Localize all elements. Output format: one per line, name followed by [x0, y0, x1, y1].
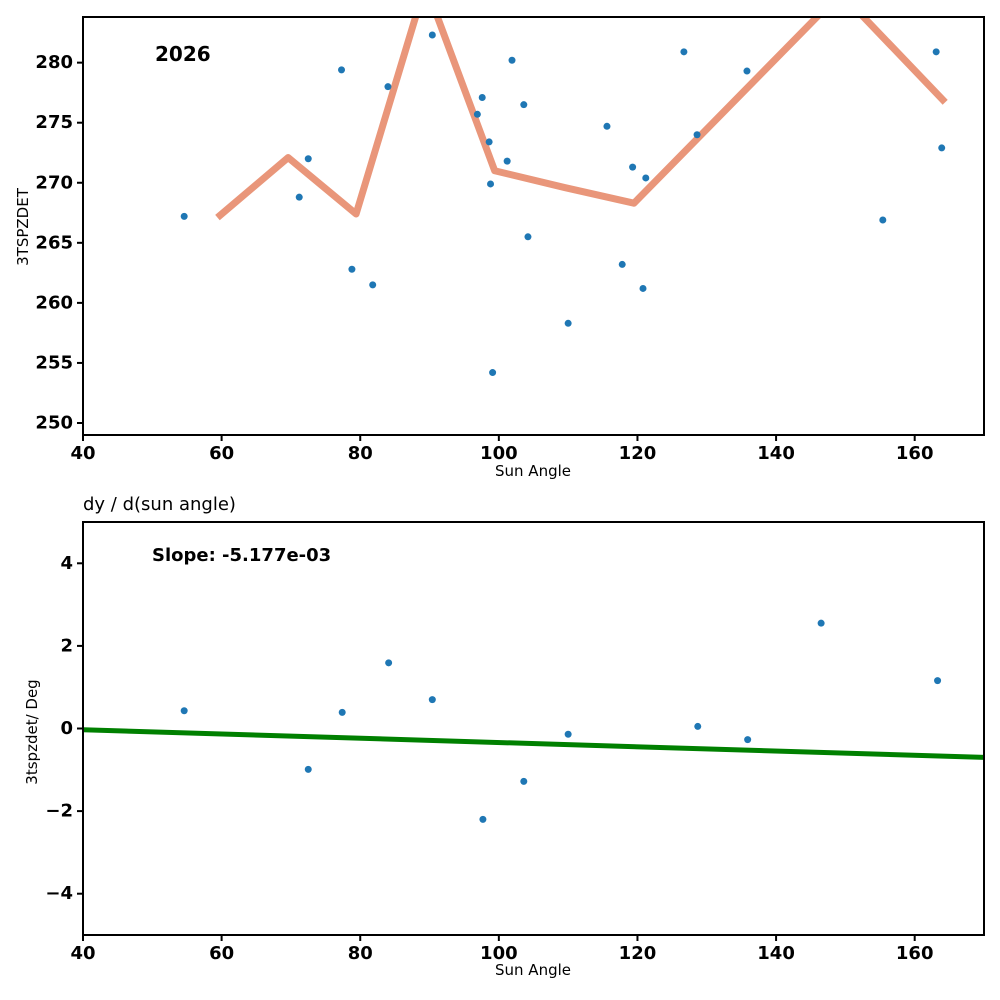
scatter-point: [629, 163, 637, 171]
scatter-point: [473, 110, 481, 118]
x-tick-label: 80: [348, 443, 373, 464]
scatter-point: [564, 730, 572, 738]
x-tick-label: 60: [209, 443, 234, 464]
x-tick-label: 160: [896, 943, 934, 964]
x-tick-label: 60: [209, 943, 234, 964]
scatter-point: [485, 138, 493, 146]
scatter-point: [642, 174, 650, 182]
plot-spines: [82, 16, 985, 436]
scatter-point: [817, 619, 825, 627]
scatter-point: [618, 260, 626, 268]
scatter-point: [938, 144, 946, 152]
scatter-point: [384, 83, 392, 91]
plot-spines: [82, 521, 985, 936]
x-tick-label: 40: [70, 943, 95, 964]
scatter-point: [489, 369, 497, 377]
y-tick-label: 260: [35, 292, 73, 313]
x-tick-label: 140: [757, 943, 795, 964]
x-tick-label: 160: [896, 443, 934, 464]
x-tick-label: 40: [70, 443, 95, 464]
y-tick-label: 280: [35, 52, 73, 73]
scatter-point: [520, 777, 528, 785]
scatter-point: [338, 708, 346, 716]
scatter-point: [295, 193, 303, 201]
y-tick-label: 4: [60, 553, 73, 574]
scatter-point: [479, 815, 487, 823]
bottom-yaxis-label: 3tspzdet/ Deg: [23, 679, 41, 785]
x-tick-label: 120: [619, 443, 657, 464]
rolling-mean-line: [215, 17, 948, 221]
top-yaxis-label: 3TSPZDET: [14, 188, 32, 266]
y-tick-label: 275: [35, 112, 73, 133]
x-tick-label: 140: [757, 443, 795, 464]
scatter-point: [428, 31, 436, 39]
scatter-point: [180, 707, 188, 715]
scatter-point: [564, 319, 572, 327]
y-tick-label: −4: [45, 883, 73, 904]
derivative-plot-title: dy / d(sun angle): [83, 494, 236, 515]
y-tick-label: 270: [35, 172, 73, 193]
scatter-point: [180, 212, 188, 220]
y-tick-label: 0: [60, 718, 73, 739]
scatter-point: [524, 233, 532, 241]
scatter-point: [304, 765, 312, 773]
scatter-point: [934, 677, 942, 685]
scatter-point: [338, 66, 346, 74]
scatter-point: [603, 122, 611, 130]
x-tick-label: 100: [480, 943, 518, 964]
scatter-point: [520, 101, 528, 109]
y-tick-label: −2: [45, 801, 73, 822]
y-tick-label: 255: [35, 352, 73, 373]
y-tick-label: 2: [60, 635, 73, 656]
scatter-point: [879, 216, 887, 224]
scatter-point: [478, 93, 486, 101]
y-tick-label: 250: [35, 412, 73, 433]
x-tick-label: 100: [480, 443, 518, 464]
scatter-point: [693, 131, 701, 139]
scatter-point: [428, 696, 436, 704]
y-tick-label: 265: [35, 232, 73, 253]
scatter-point: [385, 659, 393, 667]
scatter-point: [508, 56, 516, 64]
slope-annotation: Slope: -5.177e-03: [152, 545, 332, 566]
scatter-point: [680, 48, 688, 56]
x-tick-label: 120: [619, 943, 657, 964]
fit-line: [83, 727, 984, 760]
scatter-point: [369, 281, 377, 289]
x-tick-label: 80: [348, 943, 373, 964]
scatter-point: [694, 722, 702, 730]
scatter-point: [744, 736, 752, 744]
top-xaxis-label: Sun Angle: [495, 462, 571, 480]
scatter-point: [487, 180, 495, 188]
scatter-point: [304, 155, 312, 163]
scatter-point: [743, 67, 751, 75]
scatter-point: [932, 48, 940, 56]
year-annotation: 2026: [155, 42, 211, 66]
scatter-point: [639, 284, 647, 292]
scatter-point: [503, 157, 511, 165]
scatter-point: [348, 265, 356, 273]
bottom-xaxis-label: Sun Angle: [495, 961, 571, 979]
